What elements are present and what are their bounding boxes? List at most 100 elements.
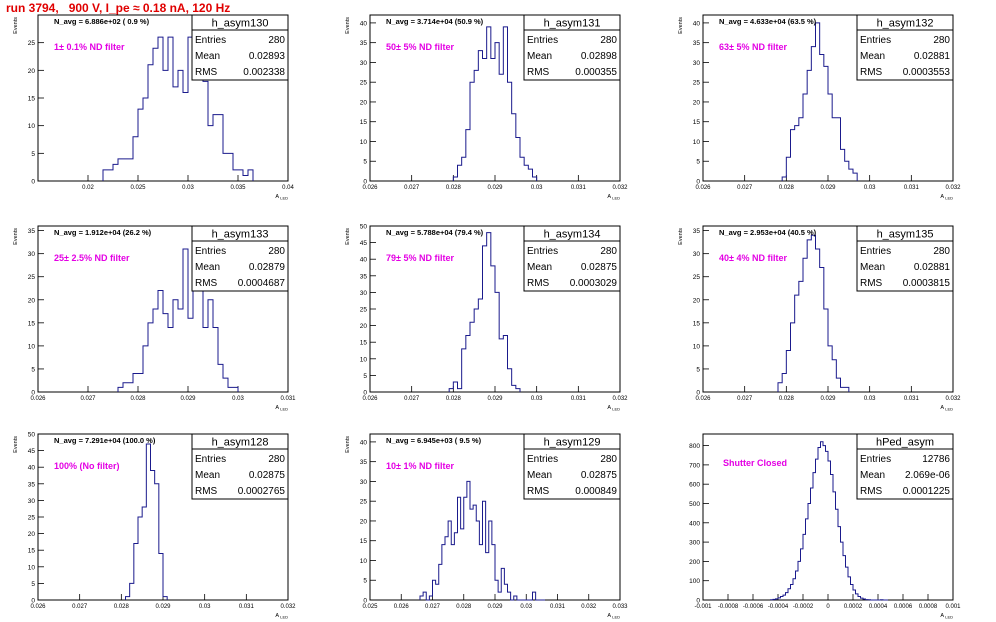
x-axis-label: A LED [940, 613, 953, 620]
x-tick-label: 0.028 [114, 604, 130, 610]
histogram-panel: 0 5 10 15 20 25 30 35 40 0.026 0.027 0.028 0.029 0.03… [678, 14, 961, 201]
x-axis-label: A LED [940, 194, 953, 201]
y-axis-label: Events [345, 436, 351, 453]
x-tick-label: 0.031 [550, 604, 566, 610]
x-tick-label: 0.028 [456, 604, 472, 610]
y-tick-label: 20 [28, 68, 36, 75]
x-tick-label: 0.031 [904, 185, 920, 191]
stats-entries-label: Entries [527, 35, 558, 46]
stats-box: h_asym132 Entries 280 Mean 0.02881 RMS 0.00035… [856, 14, 954, 81]
x-tick-label: 0.03 [864, 185, 876, 191]
y-tick-label: 35 [28, 228, 36, 235]
x-axis-label: A LED [607, 613, 620, 620]
histogram-panel: 0 5 10 15 20 25 30 35 40 0.025 0.026 0.027 0.028 0.02… [345, 433, 628, 620]
stats-mean-value: 0.02898 [581, 51, 618, 62]
stats-rms-label: RMS [527, 486, 550, 497]
stats-entries-value: 280 [933, 35, 950, 46]
x-tick-label: -0.0004 [768, 604, 789, 610]
stats-rms-value: 0.0001225 [903, 486, 951, 497]
y-tick-label: 15 [693, 320, 701, 327]
stats-entries-value: 280 [268, 35, 285, 46]
y-tick-label: 5 [696, 366, 700, 373]
y-tick-label: 30 [360, 60, 368, 67]
stats-mean-value: 0.02879 [249, 262, 286, 273]
stats-entries-label: Entries [527, 454, 558, 465]
histogram-series [781, 22, 858, 181]
y-tick-label: 0 [363, 390, 367, 397]
histogram-panel: 0 5 10 15 20 25 30 35 0.026 0.027 0.028 0.029 0.03 0.… [678, 225, 961, 412]
stats-rms-value: 0.0003553 [903, 67, 951, 78]
histogram-series [770, 441, 888, 601]
histogram-panel: 0 5 10 15 20 25 30 35 40 45 50 0.026 0.027 0.028 0.029… [345, 224, 628, 412]
y-tick-label: 35 [360, 40, 368, 47]
y-tick-label: 35 [28, 481, 36, 488]
histogram-panel: 0 5 10 15 20 25 30 35 0.026 0.027 0.028 0.029 0.03 0.… [13, 225, 296, 412]
stats-entries-label: Entries [860, 35, 891, 46]
stats-mean-value: 0.02881 [914, 262, 951, 273]
x-tick-label: 0.032 [612, 185, 628, 191]
x-tick-label: 0.03 [199, 604, 211, 610]
stats-rms-label: RMS [195, 486, 218, 497]
x-tick-label: 0.029 [155, 604, 171, 610]
filter-label: 1± 0.1% ND filter [54, 42, 125, 52]
y-axis-label: Events [13, 228, 19, 245]
x-tick-label: -0.0008 [718, 604, 739, 610]
y-tick-label: 40 [360, 20, 368, 27]
stats-entries-label: Entries [860, 454, 891, 465]
stats-rms-label: RMS [527, 67, 550, 78]
x-tick-label: 0.029 [820, 185, 836, 191]
y-tick-label: 0 [696, 598, 700, 605]
x-tick-label: 0 [826, 604, 830, 610]
navg-label: N_avg = 7.291e+04 (100.0 %) [54, 436, 156, 445]
x-tick-label: 0.029 [487, 396, 503, 402]
y-tick-label: 25 [360, 80, 368, 87]
histogram-name: h_asym128 [212, 437, 269, 449]
stats-mean-label: Mean [860, 470, 885, 481]
x-tick-label: 0.03 [232, 396, 244, 402]
stats-rms-label: RMS [195, 278, 218, 289]
stats-rms-value: 0.000355 [575, 67, 617, 78]
x-tick-label: 0.027 [80, 396, 96, 402]
x-axis-label: A LED [275, 613, 288, 620]
filter-label: Shutter Closed [723, 458, 787, 468]
histogram-name: h_asym133 [212, 229, 269, 241]
stats-box: h_asym131 Entries 280 Mean 0.02898 RMS 0.00035… [523, 14, 621, 81]
x-tick-label: 0.032 [581, 604, 597, 610]
y-tick-label: 0 [31, 390, 35, 397]
x-axis-label: A LED [275, 405, 288, 412]
x-axis-label: A LED [607, 194, 620, 201]
x-tick-label: 0.032 [945, 185, 961, 191]
x-tick-label: 0.026 [695, 396, 711, 402]
stats-rms-value: 0.0003029 [570, 278, 618, 289]
histogram-series [125, 443, 168, 600]
x-tick-label: 0.032 [945, 396, 961, 402]
y-tick-label: 5 [31, 581, 35, 588]
stats-mean-label: Mean [527, 470, 552, 481]
stats-rms-value: 0.0004687 [238, 278, 286, 289]
x-tick-label: -0.0002 [793, 604, 814, 610]
histogram-panel: 0 5 10 15 20 25 30 35 40 0.026 0.027 0.028 0.029 0.03… [345, 14, 628, 201]
stats-rms-value: 0.002338 [243, 67, 285, 78]
y-tick-label: 20 [360, 323, 368, 330]
x-tick-label: 0.03 [520, 604, 532, 610]
x-tick-label: 0.0002 [844, 604, 863, 610]
x-tick-label: 0.029 [487, 185, 503, 191]
x-tick-label: 0.0004 [869, 604, 888, 610]
filter-label: 10± 1% ND filter [386, 461, 454, 471]
y-tick-label: 15 [28, 96, 36, 103]
y-axis-label: Events [678, 17, 684, 34]
y-tick-label: 600 [689, 482, 700, 489]
x-tick-label: 0.001 [945, 604, 961, 610]
y-tick-label: 25 [360, 499, 368, 506]
y-tick-label: 15 [28, 320, 36, 327]
y-tick-label: 40 [360, 257, 368, 264]
y-tick-label: 25 [28, 40, 36, 47]
histogram-series [452, 26, 538, 181]
histogram-series [777, 234, 850, 392]
x-tick-label: 0.028 [446, 396, 462, 402]
y-tick-label: 15 [28, 548, 36, 555]
stats-rms-label: RMS [527, 278, 550, 289]
x-tick-label: 0.028 [446, 185, 462, 191]
x-tick-label: -0.0006 [743, 604, 764, 610]
y-tick-label: 400 [689, 520, 700, 527]
